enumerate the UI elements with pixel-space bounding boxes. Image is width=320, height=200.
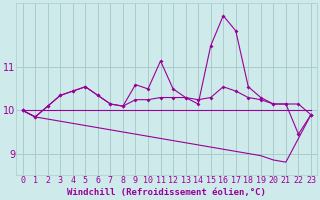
X-axis label: Windchill (Refroidissement éolien,°C): Windchill (Refroidissement éolien,°C) [68, 188, 266, 197]
